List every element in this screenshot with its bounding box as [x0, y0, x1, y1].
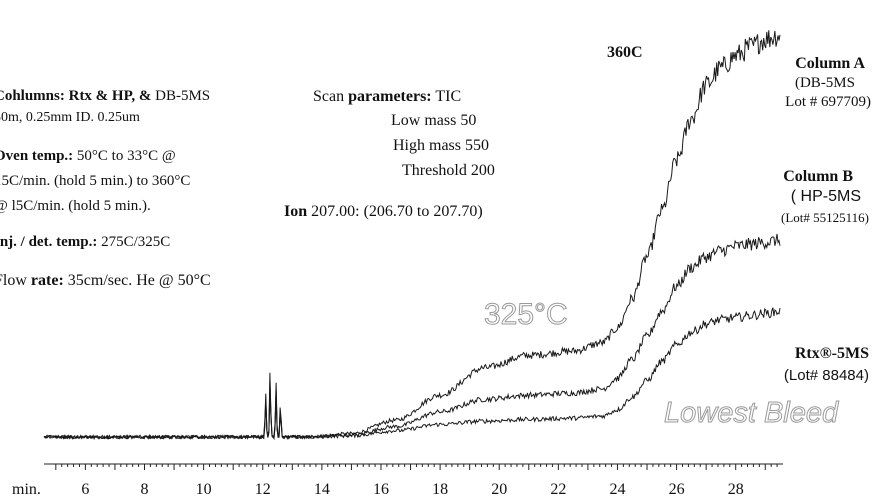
scan-line: Scan parameters: TIC	[313, 88, 461, 106]
columns-line: Cohlumns: Rtx & HP, & DB-5MS	[0, 88, 210, 105]
injection-value: 275C/325C	[101, 234, 171, 250]
ion-label: Ion	[284, 203, 308, 220]
x-axis: 6 8 10 12 14 16 18 20 22 24 26 28	[44, 463, 783, 498]
oven-line: Oven temp.: 50°C to 33°C @	[0, 148, 176, 165]
x-tick-label: 6	[81, 481, 89, 498]
trace-column-a	[43, 30, 781, 440]
ion-line: Ion 207.00: (206.70 to 207.70)	[284, 203, 483, 221]
x-tick-label: 14	[314, 481, 330, 498]
scan-mode: TIC	[435, 88, 462, 105]
columns-value: DB-5MS	[155, 88, 211, 104]
flow-value: 35cm/sec. He @ 50°C	[67, 272, 211, 289]
injection-line: Inj. / det. temp.: 275C/325C	[0, 234, 170, 251]
flow-prefix: Flow	[0, 272, 27, 289]
flow-label: rate:	[30, 272, 64, 289]
columns-names: Rtx & HP, &	[68, 88, 152, 104]
x-tick-label: 24	[609, 481, 625, 498]
columns-label: Cohlumns:	[0, 88, 65, 104]
x-tick-label: 8	[141, 481, 149, 498]
trace-column-b	[43, 233, 781, 440]
oven-line-2: 15C/min. (hold 5 min.) to 360°C	[0, 173, 191, 189]
x-axis-unit-label: min.	[12, 481, 41, 498]
x-tick-label: 28	[728, 481, 744, 498]
legend-column-b-phase: ( HP-5MS	[790, 188, 861, 205]
injection-label: Inj. / det. temp.:	[0, 234, 98, 250]
oven-value: 50°C to 33°C @	[76, 148, 176, 164]
x-tick-label: 18	[432, 481, 448, 498]
temp-360-annotation: 360C	[607, 44, 643, 61]
flow-line: Flow rate: 35cm/sec. He @ 50°C	[0, 272, 211, 290]
legend-column-a-name: Column A	[795, 55, 865, 72]
legend-column-b: Column B ( HP-5MS (Lot# 55125116)	[781, 168, 869, 226]
legend-rtx-lot: (Lot# 88484)	[783, 367, 869, 384]
scan-prefix: Scan	[313, 88, 345, 105]
legend-column-b-name: Column B	[783, 168, 853, 185]
scan-threshold: Threshold 200	[402, 162, 495, 179]
x-tick-label: 10	[196, 481, 212, 498]
trace-rtx-5ms	[43, 307, 781, 441]
x-tick-label: 20	[491, 481, 507, 498]
chromatogram-traces	[43, 30, 781, 441]
legend-column-a-phase: (DB-5MS	[794, 75, 855, 91]
legend-rtx: Rtx®-5MS (Lot# 88484)	[784, 345, 869, 384]
legend-rtx-name: Rtx®-5MS	[794, 345, 869, 362]
scan-high-mass: High mass 550	[393, 137, 489, 154]
ion-value: 207.00: (206.70 to 207.70)	[311, 203, 483, 220]
legend-column-b-lot: (Lot# 55125116)	[781, 210, 869, 225]
legend-column-a-lot: Lot # 697709)	[785, 94, 871, 110]
legend-column-a: Column A (DB-5MS Lot # 697709)	[785, 55, 871, 111]
column-dimensions: 30m, 0.25mm ID. 0.25um	[0, 110, 140, 125]
scan-low-mass: Low mass 50	[391, 112, 477, 129]
oven-label: Oven temp.:	[0, 148, 74, 164]
lowest-bleed-annotation: Lowest Bleed	[663, 397, 839, 430]
scan-label: parameters:	[348, 88, 432, 105]
x-tick-label: 22	[550, 481, 566, 498]
x-tick-label: 12	[255, 481, 271, 498]
oven-line-3: @ l5C/min. (hold 5 min.).	[0, 198, 151, 214]
temp-325-annotation: 325°C	[484, 298, 569, 332]
x-tick-label: 16	[373, 481, 389, 498]
x-tick-label: 26	[669, 481, 685, 498]
